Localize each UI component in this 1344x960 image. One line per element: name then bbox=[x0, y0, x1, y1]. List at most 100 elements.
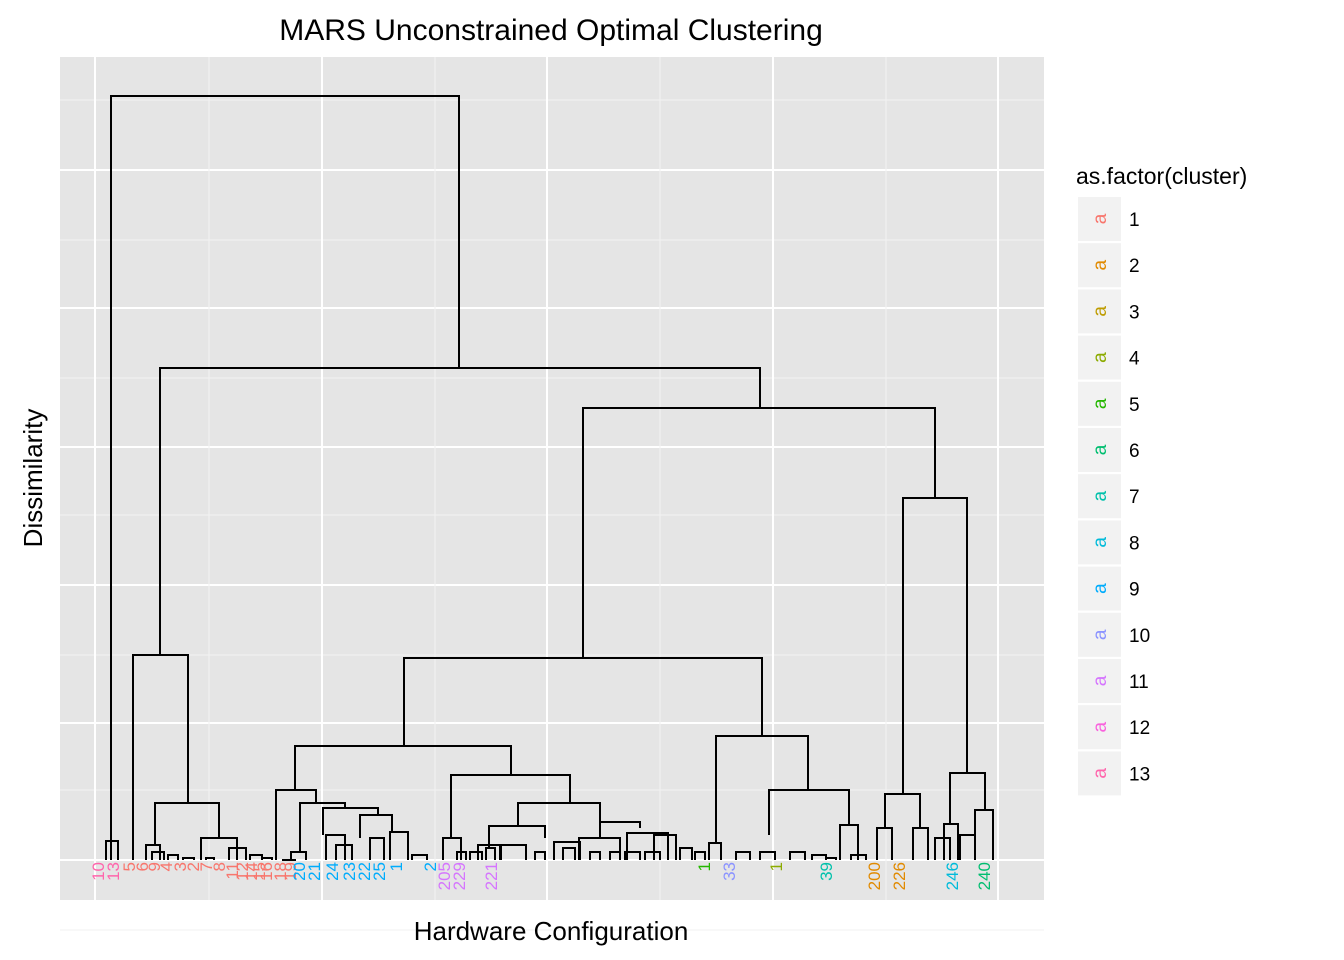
leaf-label: 25 bbox=[370, 862, 389, 881]
dendrogram-link bbox=[322, 807, 379, 835]
dendrogram-link bbox=[582, 407, 936, 658]
dendrogram-link bbox=[159, 367, 761, 655]
leaf-label: 16 bbox=[257, 862, 276, 881]
legend-label: 9 bbox=[1129, 580, 1140, 601]
leaf-label: 229 bbox=[450, 862, 469, 890]
dendrogram-link bbox=[450, 774, 571, 838]
legend-key-box bbox=[1078, 659, 1121, 703]
dendrogram-link bbox=[599, 821, 641, 838]
legend-key-box bbox=[1078, 289, 1121, 334]
legend: as.factor(cluster) a 1 a 2 a 3 a 4 a 5 a 6 a 7 a 8 a 9 a 10… bbox=[1076, 163, 1247, 796]
legend-key-glyph: a bbox=[1090, 583, 1111, 594]
legend-label: 10 bbox=[1129, 626, 1150, 647]
leaf-label: 6 bbox=[133, 862, 152, 871]
leaf-label: 240 bbox=[975, 862, 994, 890]
legend-label: 12 bbox=[1129, 718, 1150, 739]
leaf-label: 205 bbox=[435, 862, 454, 890]
legend-label: 6 bbox=[1129, 441, 1140, 462]
dendrogram-link bbox=[411, 854, 428, 860]
legend-label: 7 bbox=[1129, 487, 1140, 508]
dendrogram-link bbox=[949, 772, 986, 824]
dendrogram-link bbox=[488, 825, 546, 848]
legend-key-box bbox=[1078, 751, 1121, 796]
dendrogram-link bbox=[902, 497, 968, 794]
leaf-label: 1 bbox=[695, 862, 714, 871]
dendrogram-link bbox=[182, 857, 195, 860]
dendrogram-link bbox=[534, 851, 546, 860]
legend-label: 4 bbox=[1129, 349, 1140, 370]
leaf-label: 21 bbox=[305, 862, 324, 881]
legend-key-box bbox=[1078, 243, 1121, 288]
dendrogram-link bbox=[768, 789, 850, 835]
legend-label: 2 bbox=[1129, 256, 1140, 277]
legend-key-glyph: a bbox=[1090, 629, 1111, 640]
legend-key-glyph: a bbox=[1090, 306, 1111, 317]
dendrogram-link bbox=[876, 827, 893, 860]
leaf-label: 11 bbox=[223, 862, 242, 880]
plot-panel bbox=[60, 57, 1044, 900]
dendrogram-link bbox=[553, 841, 581, 860]
dendrogram-link bbox=[485, 847, 496, 860]
legend-key-glyph: a bbox=[1090, 213, 1111, 224]
dendrogram-link bbox=[359, 814, 393, 838]
leaf-label: 2 bbox=[421, 862, 440, 871]
legend-key-glyph: a bbox=[1090, 490, 1111, 501]
dendrogram-link bbox=[290, 851, 307, 860]
leaf-label: 7 bbox=[197, 862, 216, 871]
dendrogram-link bbox=[609, 851, 621, 860]
legend-key-box bbox=[1078, 335, 1121, 380]
dendrogram-link bbox=[715, 735, 809, 843]
leaf-label: 23 bbox=[340, 862, 359, 881]
grid-lines bbox=[60, 57, 1044, 931]
legend-key-glyph: a bbox=[1090, 768, 1111, 779]
leaf-label: 246 bbox=[943, 862, 962, 890]
legend-label: 1 bbox=[1129, 210, 1140, 231]
legend-key-glyph: a bbox=[1090, 259, 1111, 270]
dendrogram-link bbox=[151, 851, 165, 860]
leaf-label: 226 bbox=[890, 862, 909, 890]
dendrogram-link bbox=[679, 847, 693, 860]
legend-label: 11 bbox=[1129, 672, 1149, 693]
dendrogram-link bbox=[275, 789, 317, 860]
leaf-label: 2 bbox=[184, 862, 203, 871]
leaf-label: 200 bbox=[865, 862, 884, 890]
legend-key-box bbox=[1078, 428, 1121, 472]
legend-key-glyph: a bbox=[1090, 721, 1111, 732]
legend-key-box bbox=[1078, 197, 1121, 241]
dendrogram-link bbox=[934, 837, 951, 860]
dendrogram-link bbox=[825, 857, 837, 860]
dendrogram-link bbox=[624, 851, 641, 860]
dendrogram-link bbox=[261, 857, 273, 860]
dendrogram-link bbox=[694, 851, 706, 860]
dendrogram-link bbox=[943, 823, 959, 860]
leaf-label: 1 bbox=[767, 862, 786, 871]
x-axis-title: Hardware Configuration bbox=[414, 916, 689, 946]
leaf-label: 20 bbox=[290, 862, 309, 881]
dendrogram-link bbox=[708, 842, 722, 860]
leaf-label: 33 bbox=[720, 862, 739, 881]
dendrogram-link bbox=[105, 840, 119, 860]
legend-label: 8 bbox=[1129, 533, 1140, 554]
leaf-label: 39 bbox=[817, 862, 836, 881]
dendrogram-link bbox=[839, 824, 859, 860]
legend-title: as.factor(cluster) bbox=[1076, 163, 1247, 189]
dendrogram-link bbox=[562, 847, 576, 860]
dendrogram-link bbox=[228, 847, 247, 860]
dendrogram-link bbox=[589, 851, 601, 860]
legend-key-box bbox=[1078, 705, 1121, 750]
legend-label: 3 bbox=[1129, 302, 1140, 323]
dendrogram-link bbox=[167, 854, 179, 860]
leaf-label: 18 bbox=[271, 862, 290, 881]
dendrogram-link bbox=[653, 834, 677, 860]
legend-label: 13 bbox=[1129, 764, 1150, 785]
dendrogram-links bbox=[105, 95, 994, 861]
leaf-label: 24 bbox=[323, 862, 342, 881]
leaf-label: 10 bbox=[89, 862, 108, 881]
legend-key-box bbox=[1078, 612, 1121, 657]
leaf-label: 13 bbox=[104, 862, 123, 881]
leaf-label: 19 bbox=[281, 862, 300, 881]
dendrogram-link bbox=[959, 834, 976, 860]
dendrogram-link bbox=[644, 851, 661, 860]
dendrogram-link bbox=[205, 857, 215, 860]
